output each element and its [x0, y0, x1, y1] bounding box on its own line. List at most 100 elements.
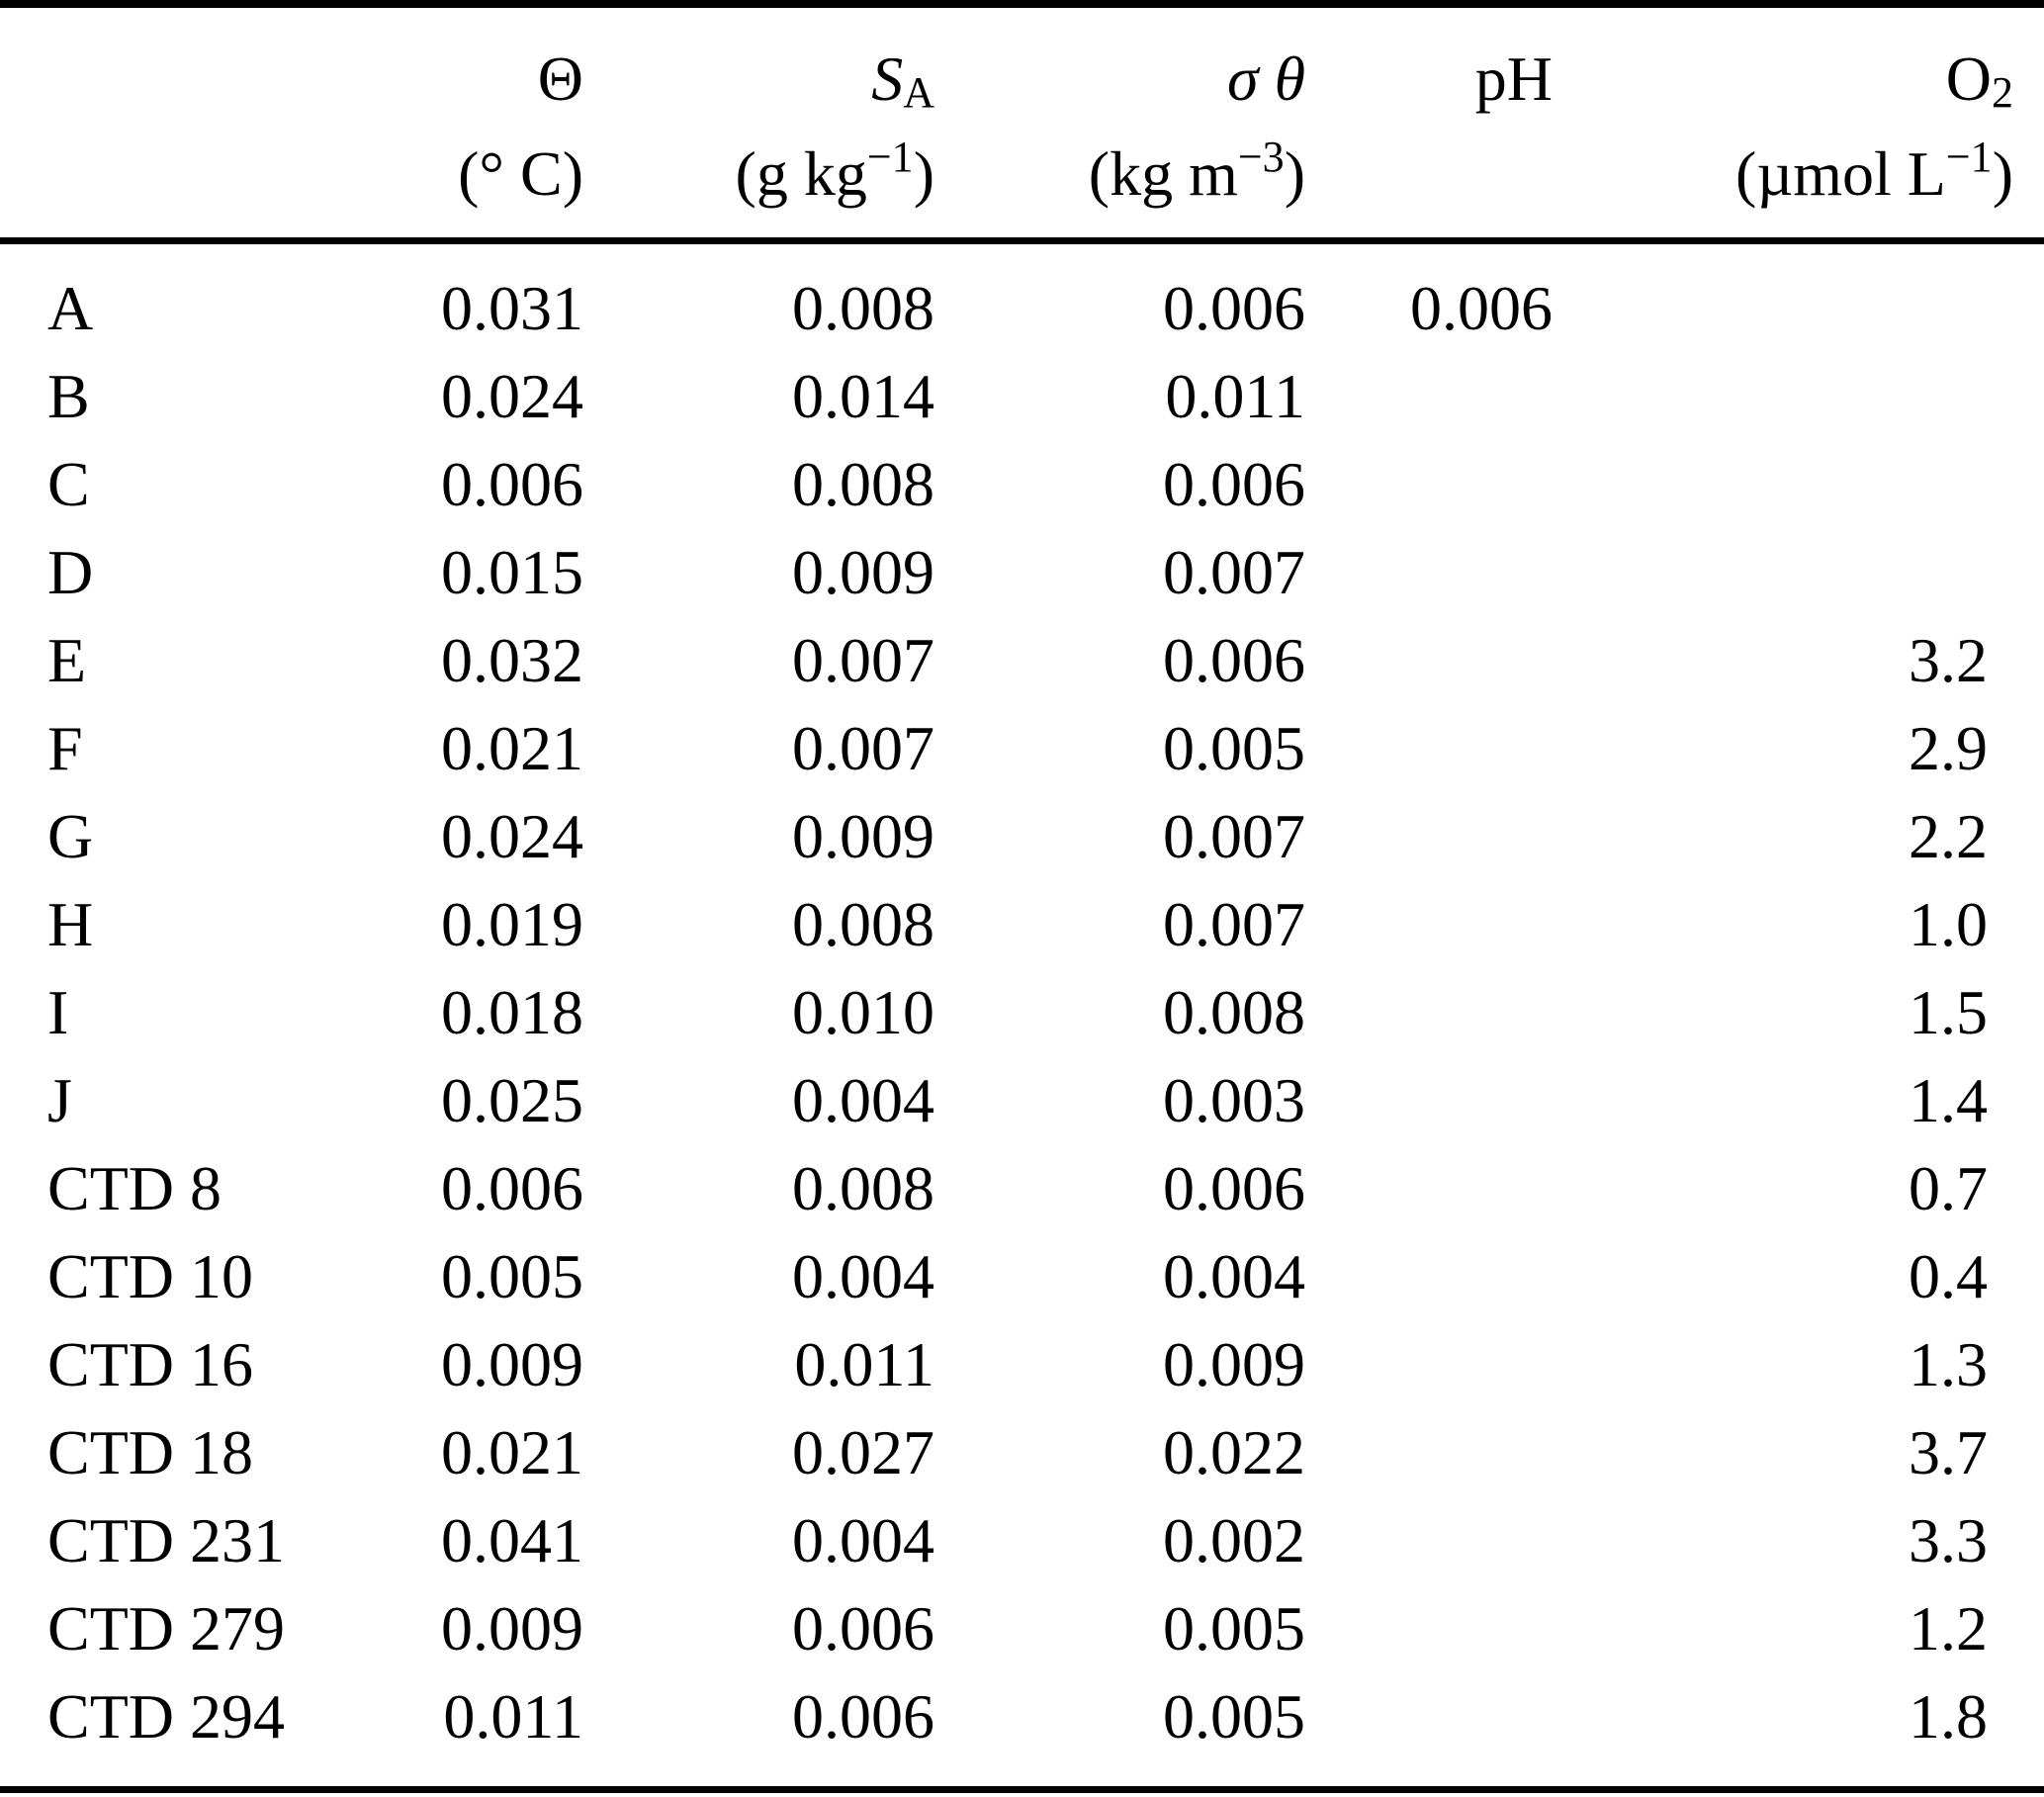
- table-cell: 0.006: [792, 1681, 934, 1752]
- row-label: I: [47, 977, 69, 1047]
- table-row: D 0.015 0.009 0.007: [0, 528, 2044, 616]
- row-label: CTD 18: [47, 1417, 253, 1487]
- table-cell: [1305, 1496, 1553, 1584]
- table-cell: 1.8: [1909, 1681, 1988, 1752]
- col-header-theta: Θ (° C): [386, 4, 583, 244]
- table-cell: 0.4: [1909, 1241, 1988, 1311]
- table-cell: [1553, 528, 2044, 616]
- table-cell: 0.024: [441, 801, 583, 871]
- table-cell: [1305, 1056, 1553, 1144]
- table-header: Θ (° C) SA (g kg−1) σ θ (kg m−3) pH O2: [0, 4, 2044, 244]
- table-cell: 0.008: [792, 1153, 934, 1223]
- table-cell: 0.006: [1163, 625, 1305, 695]
- table-cell: 0.008: [792, 273, 934, 343]
- table-cell: 0.041: [441, 1505, 583, 1575]
- table-cell: 0.010: [792, 977, 934, 1047]
- table-cell: 0.011: [794, 1329, 934, 1399]
- table-cell: 1.5: [1909, 977, 1988, 1047]
- table-cell: 0.008: [792, 889, 934, 959]
- table-cell: 1.3: [1909, 1329, 1988, 1399]
- row-label: D: [47, 537, 94, 607]
- table-cell: 0.024: [441, 361, 583, 431]
- table-cell: [1305, 1144, 1553, 1232]
- row-label: CTD 8: [47, 1153, 222, 1223]
- table-cell: 0.006: [1163, 449, 1305, 519]
- table-cell: [1305, 440, 1553, 528]
- table-cell: 0.025: [441, 1065, 583, 1135]
- table-cell: 0.007: [792, 713, 934, 783]
- row-label: J: [47, 1065, 72, 1135]
- table-cell: [1305, 616, 1553, 704]
- table-cell: 0.007: [1163, 889, 1305, 959]
- table-cell: [1305, 1320, 1553, 1408]
- table-row: J 0.025 0.004 0.003 1.4: [0, 1056, 2044, 1144]
- table-row: CTD 16 0.009 0.011 0.009 1.3: [0, 1320, 2044, 1408]
- table-row: F 0.021 0.007 0.005 2.9: [0, 704, 2044, 792]
- table-cell: 0.7: [1909, 1153, 1988, 1223]
- table-cell: 0.006: [1163, 1153, 1305, 1223]
- row-label: G: [47, 801, 94, 871]
- table-row: H 0.019 0.008 0.007 1.0: [0, 880, 2044, 968]
- row-label: H: [47, 889, 94, 959]
- table-cell: [1305, 528, 1553, 616]
- table-cell: 0.011: [443, 1681, 583, 1752]
- table-cell: 0.009: [1163, 1329, 1305, 1399]
- table-cell: 0.007: [1163, 537, 1305, 607]
- table-cell: 0.022: [1163, 1417, 1305, 1487]
- table-cell: [1305, 792, 1553, 880]
- table-cell: 0.007: [1163, 801, 1305, 871]
- table-cell: 0.005: [1163, 1681, 1305, 1752]
- row-label: CTD 16: [47, 1329, 253, 1399]
- row-label: CTD 231: [47, 1505, 285, 1575]
- table-cell: 0.011: [1165, 361, 1305, 431]
- table-cell: 0.006: [1163, 273, 1305, 343]
- table-cell: 1.2: [1909, 1593, 1988, 1663]
- row-label: B: [47, 361, 90, 431]
- table-cell: 0.006: [441, 1153, 583, 1223]
- col-header-ph: pH: [1305, 4, 1553, 244]
- table-cell: 0.019: [441, 889, 583, 959]
- table-cell: 0.006: [792, 1593, 934, 1663]
- table-cell: 1.0: [1909, 889, 1988, 959]
- table-cell: 0.006: [441, 449, 583, 519]
- table-cell: [1305, 1672, 1553, 1790]
- row-label: F: [47, 713, 83, 783]
- table-row: E 0.032 0.007 0.006 3.2: [0, 616, 2044, 704]
- table-cell: 0.009: [441, 1329, 583, 1399]
- col-header-absolute-salinity: SA (g kg−1): [583, 4, 934, 244]
- table-row: C 0.006 0.008 0.006: [0, 440, 2044, 528]
- table-cell: 3.2: [1909, 625, 1988, 695]
- table-cell: 0.004: [792, 1241, 934, 1311]
- table-row: CTD 294 0.011 0.006 0.005 1.8: [0, 1672, 2044, 1790]
- row-label: C: [47, 449, 90, 519]
- table-cell: 0.027: [792, 1417, 934, 1487]
- table-row: I 0.018 0.010 0.008 1.5: [0, 968, 2044, 1056]
- table-cell: 0.004: [792, 1505, 934, 1575]
- table-cell: 0.002: [1163, 1505, 1305, 1575]
- table-cell: 0.031: [441, 273, 583, 343]
- col-header-station: [0, 4, 386, 244]
- table-cell: 0.005: [1163, 713, 1305, 783]
- table-cell: 0.009: [792, 537, 934, 607]
- table-cell: [1553, 241, 2044, 353]
- table-cell: [1305, 968, 1553, 1056]
- table-cell: [1553, 352, 2044, 440]
- table-cell: 0.004: [792, 1065, 934, 1135]
- table-cell: 2.9: [1909, 713, 1988, 783]
- row-label: CTD 294: [47, 1681, 285, 1752]
- table-cell: 0.018: [441, 977, 583, 1047]
- table-cell: [1305, 880, 1553, 968]
- table-cell: 2.2: [1909, 801, 1988, 871]
- row-label: A: [47, 273, 94, 343]
- table-row: CTD 10 0.005 0.004 0.004 0.4: [0, 1232, 2044, 1320]
- col-header-oxygen: O2 (µmol L−1): [1553, 4, 2044, 244]
- table-cell: 0.008: [792, 449, 934, 519]
- table-row: CTD 18 0.021 0.027 0.022 3.7: [0, 1408, 2044, 1496]
- table-cell: 0.007: [792, 625, 934, 695]
- table-cell: 0.009: [792, 801, 934, 871]
- table-row: G 0.024 0.009 0.007 2.2: [0, 792, 2044, 880]
- table-cell: 0.005: [441, 1241, 583, 1311]
- header-row: Θ (° C) SA (g kg−1) σ θ (kg m−3) pH O2: [0, 4, 2044, 244]
- table-cell: 0.008: [1163, 977, 1305, 1047]
